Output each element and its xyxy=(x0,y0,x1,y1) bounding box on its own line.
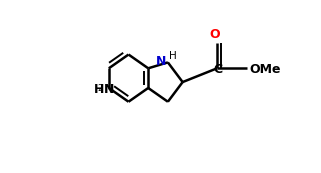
Text: C: C xyxy=(213,63,223,76)
Text: O: O xyxy=(210,28,221,41)
Text: H: H xyxy=(169,52,177,61)
Text: N: N xyxy=(104,83,114,96)
Text: H: H xyxy=(93,83,104,96)
Text: N: N xyxy=(156,55,166,68)
Text: OMe: OMe xyxy=(249,63,281,76)
Text: 2: 2 xyxy=(97,84,103,93)
